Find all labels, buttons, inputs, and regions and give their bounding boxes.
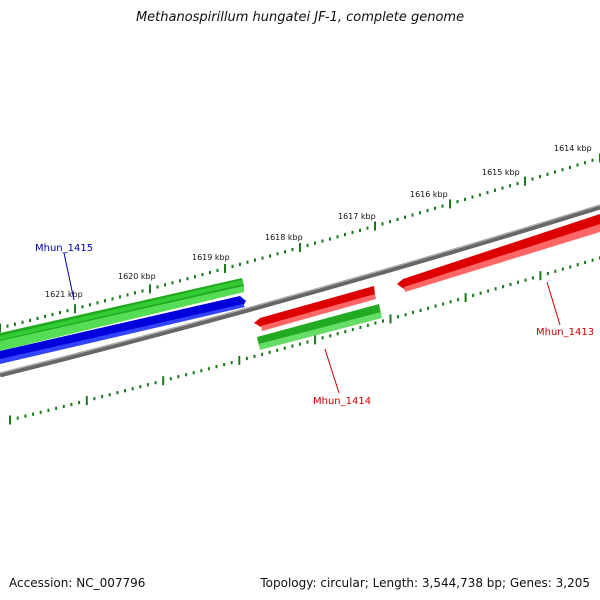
scale-label-1616: 1616 kbp — [410, 190, 448, 199]
scale-label-1619: 1619 kbp — [192, 253, 230, 262]
scale-label-1621: 1621 kbp — [45, 290, 83, 299]
leader-line-mhun-1415 — [63, 252, 75, 301]
accession-text: Accession: NC_007796 — [9, 576, 146, 590]
leader-line-mhun-1413 — [546, 281, 561, 326]
scale-label-1614: 1614 kbp — [554, 144, 592, 153]
gene-mhun-1415[interactable] — [0, 296, 246, 364]
genome-backbone — [0, 204, 600, 378]
gene-mhun-1414[interactable] — [257, 304, 382, 350]
scale-label-1620: 1620 kbp — [118, 272, 156, 281]
gene-reverse-middle[interactable] — [254, 286, 376, 331]
gene-mhun-1413[interactable] — [397, 214, 600, 292]
gene-label-mhun-1415: Mhun_1415 — [35, 243, 93, 254]
gene-forward-left[interactable] — [0, 278, 244, 351]
scale-label-1618: 1618 kbp — [265, 233, 303, 242]
genome-backbone-highlight — [0, 204, 600, 374]
gene-label-mhun-1414: Mhun_1414 — [313, 396, 371, 407]
topology-summary: Topology: circular; Length: 3,544,738 bp… — [260, 576, 590, 590]
outer-scale-ticks — [0, 153, 600, 333]
leader-line-mhun-1414 — [324, 348, 340, 394]
gene-label-mhun-1413: Mhun_1413 — [536, 327, 594, 338]
inner-scale-ticks — [9, 256, 600, 425]
scale-label-1615: 1615 kbp — [482, 168, 520, 177]
scale-label-1617: 1617 kbp — [338, 212, 376, 221]
map-title: Methanospirillum hungatei JF-1, complete… — [135, 10, 465, 25]
